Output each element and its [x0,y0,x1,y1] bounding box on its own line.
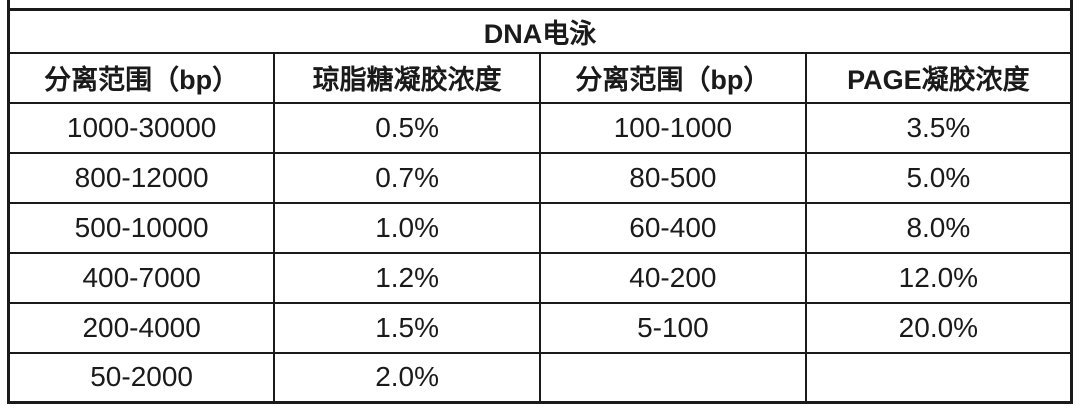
table-frame-stub-right [1070,0,1073,11]
table-row: 50-2000 2.0% [7,351,1073,404]
table-row: 1000-30000 0.5% 100-1000 3.5% [7,101,1073,154]
column-header-separation-range-page: 分离范围（bp） [539,51,807,104]
table-cell: 60-400 [539,201,807,254]
table-cell: 5-100 [539,301,807,354]
table-cell: 50-2000 [7,351,276,404]
table-row: 200-4000 1.5% 5-100 20.0% [7,301,1073,354]
dna-electrophoresis-table: DNA电泳 分离范围（bp） 琼脂糖凝胶浓度 分离范围（bp） PAGE凝胶浓度… [7,8,1073,404]
table-cell: 80-500 [539,151,807,204]
table-frame-stub-left [7,0,10,11]
table-cell: 1000-30000 [7,101,276,154]
table-cell [539,351,807,404]
table-row: 400-7000 1.2% 40-200 12.0% [7,251,1073,304]
table-cell: 20.0% [804,301,1073,354]
table-cell: 0.7% [273,151,541,204]
table-cell: 1.5% [273,301,541,354]
table-row: 800-12000 0.7% 80-500 5.0% [7,151,1073,204]
table-cell: 3.5% [804,101,1073,154]
table-cell: 0.5% [273,101,541,154]
table-cell: 500-10000 [7,201,276,254]
table-cell: 200-4000 [7,301,276,354]
table-title: DNA电泳 [7,8,1073,54]
table-title-row: DNA电泳 [7,8,1073,54]
table-cell: 8.0% [804,201,1073,254]
table-cell: 400-7000 [7,251,276,304]
column-header-separation-range-agarose: 分离范围（bp） [7,51,276,104]
table-cell: 1.0% [273,201,541,254]
column-header-page-gel-concentration: PAGE凝胶浓度 [804,51,1073,104]
table-row: 500-10000 1.0% 60-400 8.0% [7,201,1073,254]
table-cell: 100-1000 [539,101,807,154]
column-header-agarose-gel-concentration: 琼脂糖凝胶浓度 [273,51,541,104]
table-cell: 800-12000 [7,151,276,204]
table-cell: 12.0% [804,251,1073,304]
dna-electrophoresis-table-container: DNA电泳 分离范围（bp） 琼脂糖凝胶浓度 分离范围（bp） PAGE凝胶浓度… [7,8,1073,404]
table-header-row: 分离范围（bp） 琼脂糖凝胶浓度 分离范围（bp） PAGE凝胶浓度 [7,51,1073,104]
table-cell: 1.2% [273,251,541,304]
table-cell: 5.0% [804,151,1073,204]
table-cell [804,351,1073,404]
table-cell: 2.0% [273,351,541,404]
table-cell: 40-200 [539,251,807,304]
